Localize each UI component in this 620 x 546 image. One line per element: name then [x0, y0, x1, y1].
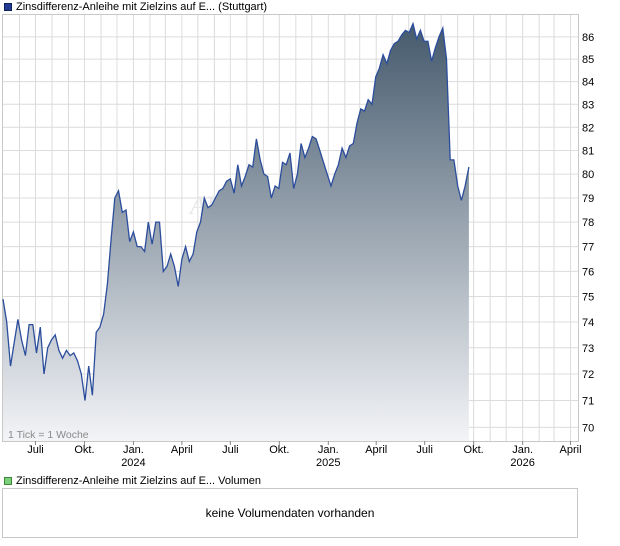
x-tick-label: Okt.	[269, 444, 289, 456]
x-tick-label: Okt.	[74, 444, 94, 456]
x-tick-year: 2024	[121, 457, 145, 469]
volume-legend-swatch	[4, 477, 12, 485]
x-tick-year: 2025	[316, 457, 340, 469]
y-tick-label: 78	[582, 217, 594, 229]
y-tick-label: 84	[582, 77, 594, 89]
price-chart: AKTIEN 707172737475767778798081828384858…	[2, 14, 594, 469]
tick-note: 1 Tick = 1 Woche	[8, 429, 89, 441]
x-tick-year: 2026	[510, 457, 534, 469]
price-line	[2, 21, 470, 401]
price-legend-label: Zinsdifferenz-Anleihe mit Zielzins auf E…	[16, 1, 268, 13]
y-axis: 70 71 72 73 74 75 76 77 78 79 80 81 82 83 84 85 86	[582, 32, 594, 434]
legend-volume: Zinsdifferenz-Anleihe mit Zielzins auf E…	[4, 474, 261, 488]
price-legend-swatch	[4, 3, 12, 11]
y-tick-label: 72	[582, 369, 594, 381]
y-tick-label: 86	[582, 32, 594, 44]
y-tick-label: 73	[582, 343, 594, 355]
y-tick-label: 81	[582, 146, 594, 158]
price-area	[3, 23, 469, 441]
x-tick-label: Juli	[27, 444, 44, 456]
y-tick-label: 70	[582, 422, 594, 434]
y-tick-label: 82	[582, 122, 594, 134]
y-tick-label: 79	[582, 193, 594, 205]
x-tick-label: Jan.	[512, 444, 533, 456]
x-tick-label: April	[171, 444, 193, 456]
y-tick-label: 85	[582, 54, 594, 66]
y-tick-label: 71	[582, 395, 594, 407]
x-tick-label: Jan.	[318, 444, 339, 456]
y-tick-label: 77	[582, 242, 594, 254]
x-tick-label: Juli	[416, 444, 433, 456]
x-tick-label: April	[560, 444, 582, 456]
y-tick-label: 80	[582, 169, 594, 181]
x-tick-label: Jan.	[123, 444, 144, 456]
x-tick-label: Okt.	[464, 444, 484, 456]
volume-legend-label: Zinsdifferenz-Anleihe mit Zielzins auf E…	[16, 475, 261, 487]
y-tick-label: 74	[582, 317, 594, 329]
x-tick-label: Juli	[222, 444, 239, 456]
x-tick-label: April	[365, 444, 387, 456]
volume-panel: keine Volumendaten vorhanden	[2, 488, 578, 538]
volume-empty-message: keine Volumendaten vorhanden	[205, 506, 375, 520]
y-tick-label: 83	[582, 99, 594, 111]
legend-price: Zinsdifferenz-Anleihe mit Zielzins auf E…	[4, 0, 267, 14]
y-tick-label: 76	[582, 266, 594, 278]
y-tick-label: 75	[582, 292, 594, 304]
